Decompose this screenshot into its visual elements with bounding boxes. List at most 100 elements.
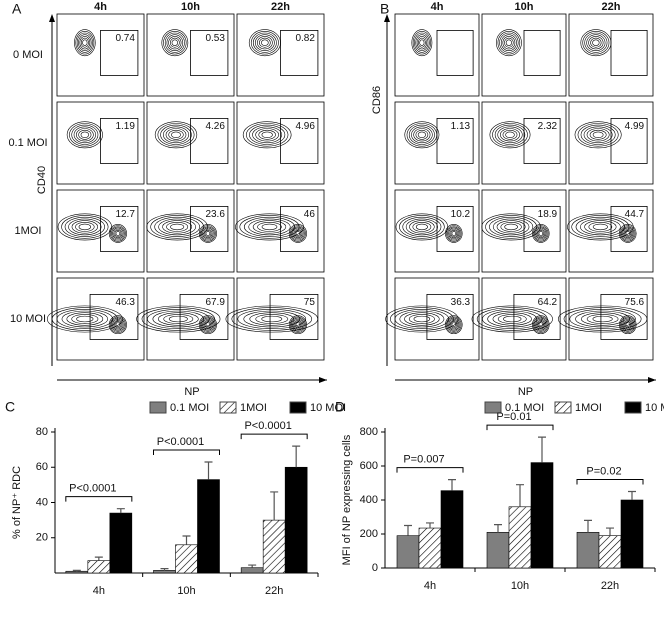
- contour: [502, 36, 516, 50]
- contour: [108, 315, 127, 335]
- y-axis-label: MFI of NP expressing cells: [341, 434, 353, 565]
- contour: [166, 222, 189, 232]
- x-tick-label: 22h: [265, 585, 283, 597]
- x-tick-label: 4h: [93, 585, 105, 597]
- plot-frame: [394, 189, 480, 273]
- gate: [190, 205, 229, 252]
- contour: [76, 128, 94, 142]
- contour: [257, 222, 282, 232]
- contour: [71, 220, 99, 234]
- contour: [504, 37, 514, 48]
- error-bar: [160, 567, 169, 571]
- contour: [66, 121, 103, 149]
- error-bar: [448, 479, 456, 491]
- arrow-head: [384, 14, 390, 22]
- panel-letter: B: [380, 1, 389, 17]
- contour: [252, 220, 287, 234]
- contour: [414, 32, 430, 53]
- error-bar: [584, 519, 592, 533]
- contour: [292, 227, 304, 240]
- contour: [500, 128, 520, 142]
- error-bar: [182, 535, 191, 545]
- gate-value: 23.6: [205, 209, 225, 220]
- error-bar: [516, 484, 524, 507]
- contour: [448, 318, 460, 331]
- contour: [495, 29, 522, 57]
- contour: [204, 230, 212, 237]
- p-value: P=0.01: [496, 411, 531, 423]
- plot-frame: [481, 277, 567, 361]
- contour: [492, 312, 532, 326]
- contour: [158, 218, 197, 236]
- gate: [600, 293, 648, 340]
- y-axis-label: CD40: [36, 166, 48, 194]
- contour: [257, 36, 273, 50]
- contour: [295, 231, 301, 236]
- contour: [625, 322, 630, 328]
- legend-swatch: [624, 401, 642, 414]
- significance-bracket: [153, 449, 220, 455]
- contour: [290, 225, 306, 242]
- legend-label: 1MOI: [240, 402, 267, 414]
- contour: [76, 315, 94, 323]
- contour: [252, 126, 283, 144]
- contour: [292, 318, 304, 331]
- contour: [80, 37, 89, 48]
- gate-value: 75: [304, 297, 316, 308]
- gate: [436, 29, 474, 76]
- contour: [78, 223, 92, 231]
- gate-value: 0.74: [115, 33, 135, 44]
- contour: [164, 32, 185, 53]
- contour: [288, 224, 307, 243]
- contour: [417, 131, 426, 138]
- contour: [622, 318, 634, 331]
- contour: [294, 230, 302, 237]
- row-label: 10 MOI: [10, 313, 46, 325]
- contour: [537, 321, 545, 329]
- contour: [113, 228, 123, 239]
- row-label: 1MOI: [15, 225, 42, 237]
- contour: [404, 121, 440, 149]
- y-tick-label: 20: [36, 532, 48, 544]
- contour: [171, 131, 181, 138]
- x-tick-label: 4h: [424, 580, 436, 592]
- contour: [249, 312, 295, 326]
- y-tick-label: 800: [360, 426, 378, 438]
- error-bar: [606, 527, 614, 536]
- contour: [500, 34, 517, 52]
- y-axis-label: % of NP⁺ RDC: [11, 466, 23, 539]
- contour: [154, 121, 198, 149]
- contour: [64, 216, 105, 237]
- gate: [513, 293, 561, 340]
- gate-value: 18.9: [538, 209, 558, 220]
- contour: [471, 305, 553, 333]
- column-label: 10h: [181, 1, 200, 13]
- y-tick-label: 80: [36, 426, 48, 438]
- error-bar: [292, 445, 301, 468]
- contour: [533, 225, 549, 242]
- error-bar: [94, 556, 103, 561]
- contour: [533, 316, 549, 333]
- legend-label: 0.1 MOI: [170, 402, 209, 414]
- contour: [580, 124, 616, 145]
- contour: [147, 308, 210, 330]
- contour: [489, 216, 534, 237]
- bar: [530, 462, 554, 569]
- contour: [579, 218, 621, 236]
- contour: [294, 321, 302, 329]
- contour: [202, 227, 214, 240]
- contour: [588, 222, 613, 232]
- gate-value: 4.96: [295, 121, 315, 132]
- contour: [588, 36, 604, 50]
- contour: [171, 39, 179, 46]
- contour: [412, 222, 432, 232]
- contour: [450, 230, 458, 237]
- bar: [598, 535, 622, 569]
- y-tick-label: 600: [360, 460, 378, 472]
- gate-value: 64.2: [538, 297, 558, 308]
- contour: [200, 316, 216, 333]
- bar: [87, 560, 111, 574]
- contour: [418, 37, 426, 48]
- contour: [476, 307, 548, 331]
